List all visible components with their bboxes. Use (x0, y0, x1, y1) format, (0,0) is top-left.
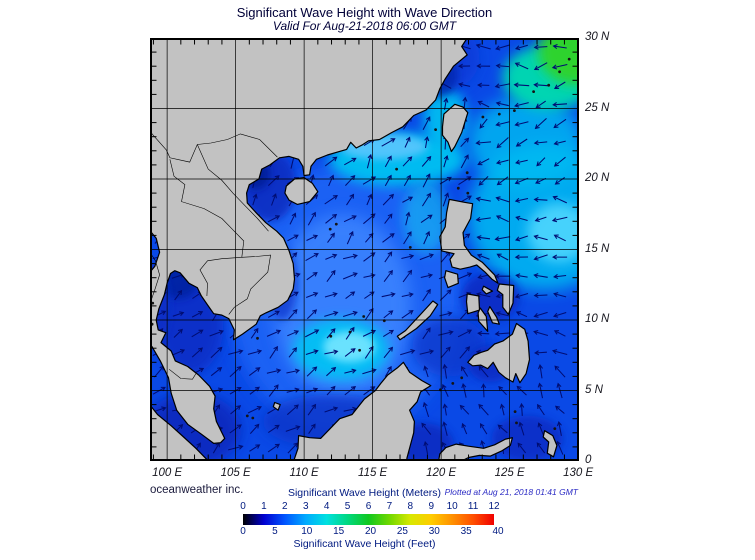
feet-tick-label: 10 (301, 526, 313, 537)
meters-tick-label: 3 (302, 501, 309, 512)
meters-tick-label: 8 (407, 501, 414, 512)
credit-text: oceanweather inc. (150, 484, 244, 496)
country-borders (150, 129, 278, 380)
lat-label: 5 N (585, 383, 603, 396)
feet-tick-label: 0 (240, 526, 246, 537)
valid-time-subtitle: Valid For Aug-21-2018 06:00 GMT (272, 19, 457, 33)
lat-label: 30 N (585, 31, 610, 43)
lat-label: 10 N (585, 313, 610, 325)
legend-title-meters: Significant Wave Height (Meters) (287, 487, 442, 499)
meters-tick-label: 11 (467, 501, 479, 512)
feet-tick-label: 15 (333, 526, 345, 537)
feet-tick-label: 30 (428, 526, 440, 537)
meters-tick-label: 2 (282, 501, 288, 512)
page-title: Significant Wave Height with Wave Direct… (236, 5, 493, 20)
lon-label: 100 E (152, 467, 183, 479)
feet-tick-label: 20 (364, 526, 377, 537)
lon-label: 130 E (563, 467, 594, 479)
meters-tick-label: 12 (488, 501, 500, 512)
meters-tick-label: 5 (344, 501, 351, 512)
meters-tick-label: 6 (365, 501, 372, 512)
degree-tick-marks (152, 40, 577, 459)
map-area (150, 38, 579, 461)
feet-tick-label: 25 (396, 526, 408, 537)
lat-label: 20 N (585, 172, 610, 184)
lon-label: 110 E (289, 467, 319, 479)
lon-label: 105 E (220, 467, 251, 479)
feet-tick-label: 40 (492, 526, 504, 537)
lon-label: 120 E (426, 467, 457, 479)
feet-tick-label: 35 (460, 526, 472, 537)
meters-tick-label: 10 (446, 501, 458, 512)
lon-label: 115 E (358, 467, 388, 479)
meters-tick-label: 0 (240, 501, 246, 512)
lat-label: 15 N (585, 242, 610, 255)
lat-label: 25 N (585, 101, 610, 114)
legend-title-feet: Significant Wave Height (Feet) (293, 538, 436, 550)
meters-tick-label: 9 (428, 501, 435, 512)
meters-tick-label: 4 (323, 501, 330, 512)
meters-tick-label: 1 (261, 501, 267, 512)
map-border (150, 38, 579, 461)
lon-label: 125 E (494, 467, 525, 479)
latlon-gridlines (150, 38, 579, 461)
legend-colorbar (243, 514, 494, 525)
feet-tick-label: 5 (272, 526, 278, 537)
wave-height-map (150, 38, 579, 461)
meters-tick-label: 7 (386, 501, 393, 512)
lat-label: 0 (585, 454, 592, 466)
plotted-timestamp: Plotted at Aug 21, 2018 01:41 GMT (444, 487, 578, 497)
